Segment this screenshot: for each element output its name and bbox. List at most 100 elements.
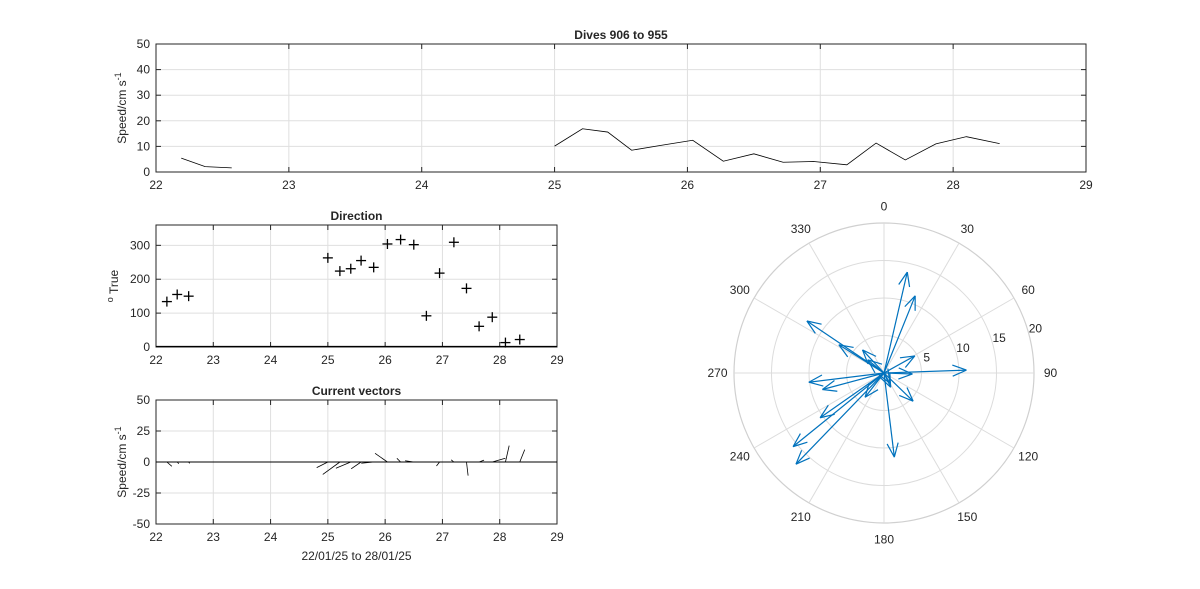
direction-chart: 22 23 24 25 26 27 28 29 0 100 200 300 Direction o Tru… [105, 209, 564, 367]
arrow-head-left [898, 367, 913, 375]
direction-marker [474, 321, 485, 332]
arrow-shaft [838, 344, 885, 374]
arrow-head-right [906, 272, 911, 288]
speed-series-line [554, 128, 1000, 166]
y-tick-label: 30 [137, 88, 151, 102]
arrow-shaft [864, 372, 885, 398]
direction-marker [322, 252, 333, 263]
polar-arrow [822, 372, 885, 392]
polar-radius-label: 15 [993, 331, 1007, 345]
vector-stick [322, 461, 341, 475]
vector-stick [374, 452, 388, 463]
arrow-shaft [819, 372, 885, 419]
vector-stick [166, 461, 173, 467]
arrow-head-left [808, 381, 824, 387]
arrow-head-right [864, 382, 870, 398]
arrow-head-left [899, 355, 915, 359]
arrow-head-left [889, 372, 892, 388]
arrow-head-left [867, 359, 876, 374]
polar-chart: 0 30 60 90 120 150 180 210 240 270 300 330 5 10 15 20 [707, 200, 1057, 547]
speed-title: Dives 906 to 955 [574, 28, 668, 42]
x-tick-label: 28 [493, 353, 507, 367]
vector-stick [405, 460, 414, 463]
vector-stick [350, 461, 362, 470]
vector-stick [505, 445, 510, 463]
arrow-head-right [822, 380, 835, 390]
direction-marker [448, 237, 459, 248]
speed-axes-box [155, 43, 1087, 173]
arrow-head-right [862, 349, 877, 357]
arrow-head-right [795, 450, 803, 465]
y-label-main: True [107, 269, 121, 294]
direction-marker [183, 291, 194, 302]
vectors-x-label: 22/01/25 to 28/01/25 [301, 549, 411, 563]
direction-marker [434, 268, 445, 279]
y-tick-label: 300 [130, 238, 150, 252]
x-tick-label: 27 [814, 178, 828, 192]
vectors-chart: 22 23 24 25 26 27 28 29 -50 -25 0 25 50 Current vecto… [113, 384, 564, 563]
polar-arrow [838, 344, 885, 374]
polar-angle-label: 90 [1044, 366, 1058, 380]
vector-stick [335, 461, 351, 469]
vector-stick [492, 457, 506, 463]
arrow-head-left [861, 349, 869, 365]
y-label-degree: o [105, 297, 115, 302]
x-tick-label: 22 [149, 178, 163, 192]
y-tick-label: 50 [137, 393, 151, 407]
polar-arrow [795, 372, 885, 465]
vectors-title: Current vectors [312, 384, 402, 398]
vector-stick [316, 461, 329, 468]
polar-angle-label: 210 [791, 510, 811, 524]
direction-marker [345, 263, 356, 274]
direction-marker [161, 296, 172, 307]
arrow-head-left [792, 441, 808, 448]
arrow-head-right [792, 433, 801, 447]
direction-marker [487, 312, 498, 323]
x-tick-label: 24 [264, 530, 278, 544]
x-tick-label: 24 [264, 353, 278, 367]
x-tick-label: 25 [321, 530, 335, 544]
arrow-head-right [904, 355, 916, 368]
x-tick-label: 26 [378, 353, 392, 367]
y-label-superscript: -1 [113, 72, 123, 80]
arrow-head-left [904, 295, 916, 308]
x-tick-label: 26 [378, 530, 392, 544]
x-tick-label: 29 [550, 353, 564, 367]
direction-marker [172, 289, 183, 300]
direction-marker [395, 234, 406, 245]
arrow-head-left [819, 413, 835, 419]
polar-angle-label: 120 [1018, 449, 1038, 463]
x-tick-label: 26 [681, 178, 695, 192]
polar-angle-label: 30 [961, 222, 975, 236]
x-tick-label: 25 [321, 353, 335, 367]
polar-angle-label: 180 [874, 533, 894, 547]
polar-spoke [883, 242, 960, 374]
y-tick-label: 40 [137, 63, 151, 77]
polar-arrow [883, 271, 911, 374]
polar-arrow [819, 372, 885, 419]
arrow-head-right [899, 394, 914, 402]
x-tick-label: 23 [207, 530, 221, 544]
arrow-head-left [822, 388, 838, 392]
speed-chart: 22 23 24 25 26 27 28 29 0 10 20 30 40 50 Dives 906 to … [113, 28, 1093, 192]
arrow-head-left [795, 457, 810, 465]
y-label-superscript: -1 [113, 426, 123, 434]
arrow-head-right [952, 369, 967, 377]
arrow-shaft [795, 372, 885, 465]
y-tick-label: 10 [137, 139, 151, 153]
speed-y-label: Speed/cm s-1 [113, 72, 129, 143]
polar-spoke [808, 242, 885, 374]
arrow-head-right [806, 320, 822, 325]
polar-radius-label: 5 [923, 351, 930, 365]
vector-stick [478, 459, 485, 463]
polar-spoke [808, 372, 885, 504]
polar-arrow [883, 372, 899, 458]
direction-marker [382, 238, 393, 249]
arrow-head-right [886, 443, 895, 458]
polar-spoke [753, 297, 885, 374]
polar-angle-label: 270 [707, 366, 727, 380]
vector-stick [188, 461, 190, 464]
direction-title: Direction [330, 209, 382, 223]
speed-series-line [181, 157, 232, 169]
vectors-y-label: Speed/cm s-1 [113, 426, 129, 497]
